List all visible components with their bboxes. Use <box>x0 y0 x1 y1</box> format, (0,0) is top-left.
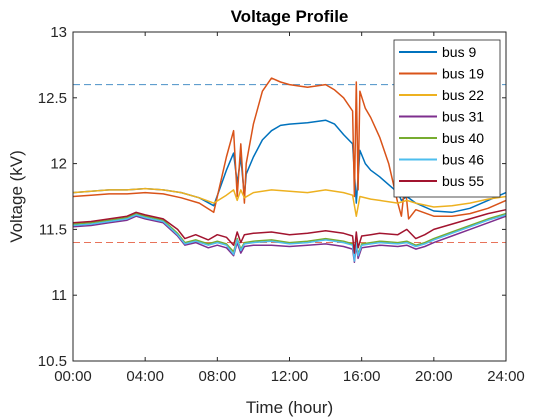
series-line-bus-31 <box>72 215 507 264</box>
legend-label-bus-19: bus 19 <box>442 66 484 82</box>
legend-label-bus-9: bus 9 <box>442 44 476 60</box>
y-tick-label: 12 <box>50 156 67 173</box>
series-line-bus-22 <box>72 187 507 217</box>
x-tick-label: 20:00 <box>415 368 453 385</box>
x-tick-label: 12:00 <box>271 368 309 385</box>
series-line-bus-40 <box>72 212 507 260</box>
legend-label-bus-55: bus 55 <box>442 173 484 189</box>
chart-title: Voltage Profile <box>231 7 349 26</box>
y-tick-label: 11.5 <box>39 221 67 238</box>
x-tick-label: 00:00 <box>54 368 92 385</box>
x-tick-label: 16:00 <box>343 368 381 385</box>
x-tick-label: 08:00 <box>199 368 237 385</box>
legend: bus 9 bus 19 bus 22 bus 31 bus 40 bus 46 bus 5… <box>393 39 501 198</box>
y-ticks: 10.5 11 11.5 12 12.5 13 <box>38 24 506 370</box>
legend-box <box>393 39 501 198</box>
y-tick-label: 11 <box>51 287 67 304</box>
x-tick-label: 04:00 <box>126 368 164 385</box>
y-axis-title: Voltage (kV) <box>7 150 26 243</box>
y-tick-label: 13 <box>50 24 67 41</box>
y-tick-label: 12.5 <box>38 90 67 107</box>
x-tick-label: 24:00 <box>487 368 525 385</box>
x-axis-title: Time (hour) <box>246 398 333 417</box>
legend-label-bus-22: bus 22 <box>442 87 484 103</box>
series-line-bus-46 <box>72 214 507 262</box>
legend-label-bus-40: bus 40 <box>442 130 484 146</box>
x-ticks: 00:00 04:00 08:00 12:00 16:00 20:00 24:00 <box>54 32 525 385</box>
reference-lines <box>73 84 506 244</box>
legend-label-bus-46: bus 46 <box>442 152 484 168</box>
y-tick-label: 10.5 <box>38 353 67 370</box>
series-line-bus-55 <box>72 208 507 254</box>
legend-label-bus-31: bus 31 <box>442 109 484 125</box>
